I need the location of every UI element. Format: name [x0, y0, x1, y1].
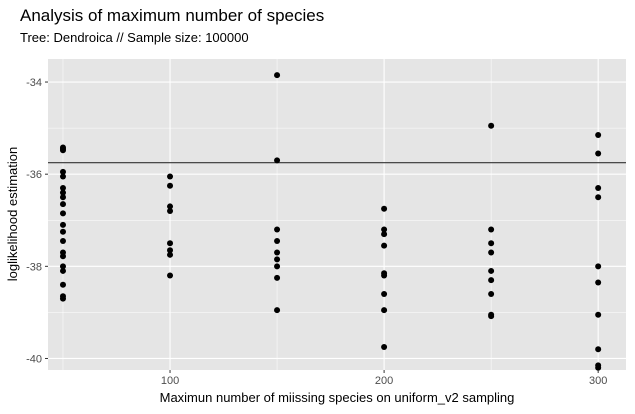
data-point: [595, 364, 602, 371]
data-point: [59, 185, 66, 192]
data-point: [488, 313, 495, 320]
data-point: [381, 307, 388, 314]
minor-gridlines: [48, 59, 626, 370]
data-point: [274, 237, 281, 244]
y-tick-label: -40: [26, 353, 42, 365]
data-point: [488, 267, 495, 274]
data-point: [59, 194, 66, 201]
data-point: [595, 311, 602, 318]
data-point: [167, 173, 174, 180]
data-point: [274, 256, 281, 263]
data-point: [167, 272, 174, 279]
data-point: [59, 189, 66, 196]
data-point: [488, 277, 495, 284]
plot-panel: [48, 59, 626, 370]
data-point: [167, 251, 174, 258]
data-point: [59, 267, 66, 274]
x-tick-label: 300: [589, 375, 607, 387]
x-tick-label: 100: [161, 375, 179, 387]
data-point: [381, 205, 388, 212]
data-point: [488, 122, 495, 129]
x-axis-title: Maximun number of miissing species on un…: [160, 390, 515, 405]
data-point: [167, 240, 174, 247]
data-point: [167, 208, 174, 215]
major-gridlines: [48, 59, 626, 370]
data-point: [381, 226, 388, 233]
data-point: [59, 281, 66, 288]
data-point: [59, 253, 66, 260]
data-point: [488, 249, 495, 256]
data-point: [595, 132, 602, 139]
data-point: [274, 274, 281, 281]
data-point: [59, 228, 66, 235]
data-point: [595, 279, 602, 286]
data-point: [274, 307, 281, 314]
data-point: [274, 72, 281, 79]
data-point: [488, 240, 495, 247]
data-point: [274, 226, 281, 233]
data-point: [59, 201, 66, 208]
data-point: [59, 263, 66, 270]
data-point: [381, 231, 388, 238]
data-point: [59, 237, 66, 244]
chart-title: Analysis of maximum number of species: [20, 6, 324, 25]
data-point: [59, 221, 66, 228]
y-axis-title: loglikelihood estimation: [5, 147, 20, 281]
data-point: [381, 272, 388, 279]
data-point: [595, 263, 602, 270]
chart-subtitle: Tree: Dendroica // Sample size: 100000: [20, 30, 249, 45]
data-point: [488, 290, 495, 297]
data-point: [59, 173, 66, 180]
data-points: [59, 72, 602, 371]
data-point: [595, 150, 602, 157]
data-point: [59, 210, 66, 217]
data-point: [381, 242, 388, 249]
data-point: [59, 147, 66, 154]
data-point: [381, 290, 388, 297]
data-point: [595, 346, 602, 353]
x-tick-label: 200: [375, 375, 393, 387]
y-tick-label: -38: [26, 261, 42, 273]
data-point: [59, 295, 66, 302]
y-axis-ticks: -34 -36 -38 -40: [26, 77, 48, 365]
data-point: [59, 168, 66, 175]
data-point: [595, 185, 602, 192]
y-tick-label: -34: [26, 77, 42, 89]
data-point: [167, 247, 174, 254]
data-point: [381, 343, 388, 350]
data-point: [167, 203, 174, 210]
data-point: [274, 157, 281, 164]
data-point: [274, 263, 281, 270]
x-axis-ticks: 100 200 300: [161, 370, 607, 387]
data-point: [274, 249, 281, 256]
data-point: [167, 182, 174, 189]
data-point: [488, 226, 495, 233]
data-point: [595, 194, 602, 201]
y-tick-label: -36: [26, 169, 42, 181]
